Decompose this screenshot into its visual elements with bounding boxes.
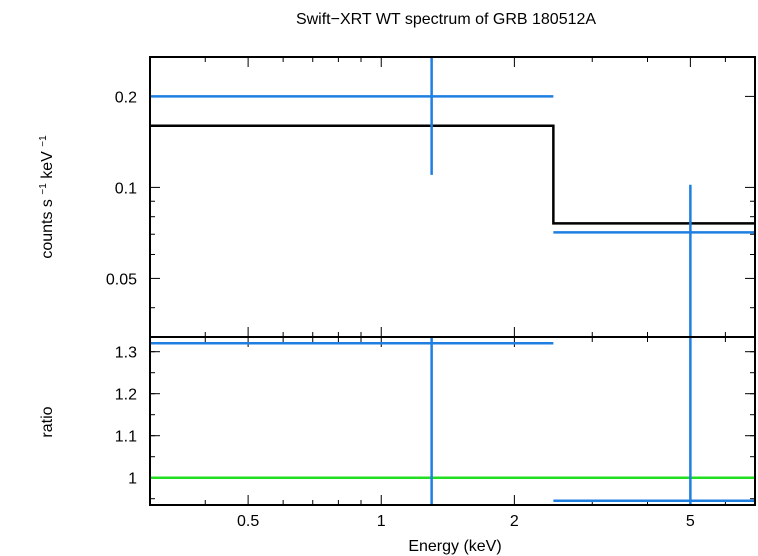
y-tick-label: 1 [128,471,137,488]
panel-frame [149,56,756,338]
y-tick-label: 0.05 [106,271,137,288]
y-axis-label-ratio: ratio [39,406,56,437]
y-axis-label-spectrum-mid: keV [39,151,56,179]
y-axis-label-spectrum-main: counts s [39,199,56,259]
panel-frame [149,336,756,506]
y-axis-label-spectrum-sup1: −1 [38,183,49,195]
ratio-panel: 0.5 1 2 5 1 1.1 1.2 1.3 [115,336,756,530]
x-tick-label: 1 [377,513,386,530]
x-tick-label: 2 [510,513,519,530]
x-axis-label: Energy (keV) [408,538,501,555]
y-axis-label-spectrum: counts s −1 keV −1 [33,135,56,259]
x-tick-label: 0.5 [237,513,259,530]
chart-title: Swift−XRT WT spectrum of GRB 180512A [296,11,596,28]
x-tick-label: 5 [686,513,695,530]
spectrum-panel: 0.05 0.1 0.2 [106,56,756,338]
y-tick-label: 0.2 [115,89,137,106]
y-tick-label: 1.3 [115,345,137,362]
y-axis-label-spectrum-sup2: −1 [38,135,49,147]
model-step-line [150,124,755,225]
y-tick-label: 1.2 [115,387,137,404]
y-tick-label: 1.1 [115,429,137,446]
y-tick-label: 0.1 [115,180,137,197]
